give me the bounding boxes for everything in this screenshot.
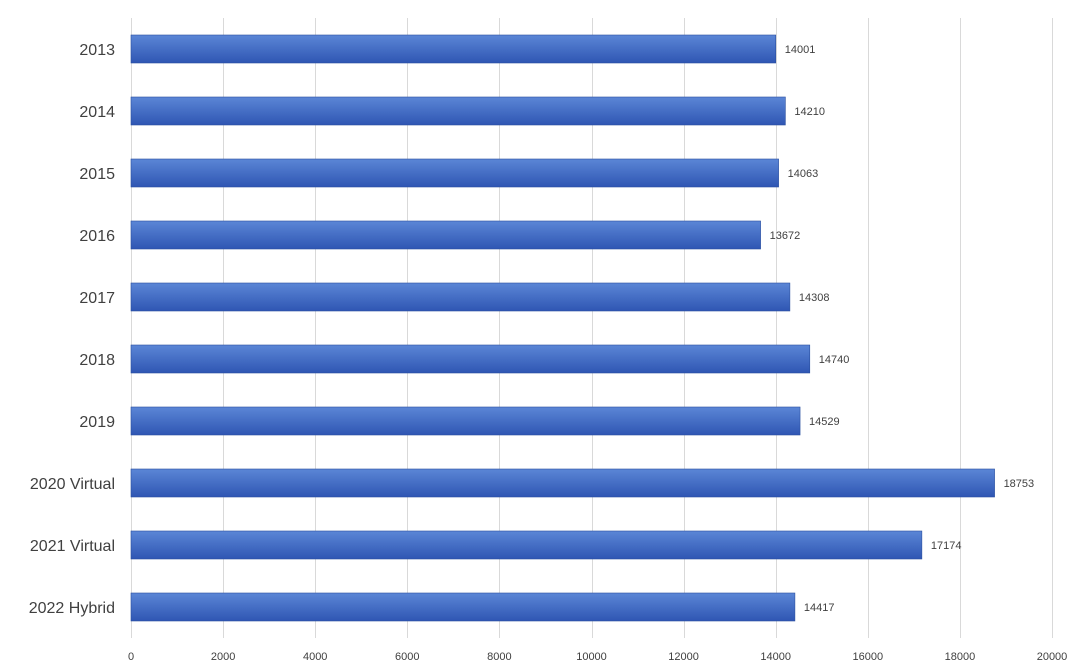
x-tick-label: 20000 bbox=[1037, 651, 1068, 663]
data-label: 14001 bbox=[785, 44, 816, 56]
category-label: 2014 bbox=[79, 104, 115, 121]
bar bbox=[130, 282, 791, 312]
data-label: 14308 bbox=[799, 292, 830, 304]
category-label: 2017 bbox=[79, 290, 115, 307]
x-tick-label: 2000 bbox=[211, 651, 235, 663]
data-label: 14210 bbox=[794, 106, 825, 118]
category-label: 2021 Virtual bbox=[30, 538, 115, 555]
x-tick-label: 8000 bbox=[487, 651, 511, 663]
bar bbox=[130, 406, 801, 436]
category-labels: 2013 2014 2015 2016 2017 2018 2019 2020 Virtual… bbox=[29, 42, 115, 617]
bar bbox=[130, 158, 779, 188]
category-label: 2018 bbox=[79, 352, 115, 369]
x-tick-label: 10000 bbox=[576, 651, 607, 663]
x-tick-label: 14000 bbox=[760, 651, 791, 663]
category-label: 2016 bbox=[79, 228, 115, 245]
category-label: 2020 Virtual bbox=[30, 476, 115, 493]
category-label: 2015 bbox=[79, 166, 115, 183]
data-labels: 14001 14210 14063 13672 14308 14740 14529 18753… bbox=[770, 44, 1035, 614]
data-label: 14063 bbox=[788, 168, 819, 180]
x-tick-label: 6000 bbox=[395, 651, 419, 663]
x-tick-label: 4000 bbox=[303, 651, 327, 663]
bar bbox=[130, 592, 796, 622]
bar bbox=[130, 344, 811, 374]
category-label: 2013 bbox=[79, 42, 115, 59]
x-tick-label: 18000 bbox=[945, 651, 976, 663]
x-axis-tick-labels: 0 2000 4000 6000 8000 10000 12000 14000 16000 180… bbox=[128, 651, 1067, 663]
data-label: 14417 bbox=[804, 602, 835, 614]
category-label: 2022 Hybrid bbox=[29, 600, 115, 617]
data-label: 14740 bbox=[819, 354, 850, 366]
data-label: 18753 bbox=[1004, 478, 1035, 490]
data-label: 14529 bbox=[809, 416, 840, 428]
bars bbox=[130, 34, 995, 622]
x-tick-label: 0 bbox=[128, 651, 134, 663]
data-label: 13672 bbox=[770, 230, 801, 242]
bar bbox=[130, 530, 923, 560]
bar bbox=[130, 96, 786, 126]
x-tick-label: 12000 bbox=[668, 651, 699, 663]
data-label: 17174 bbox=[931, 540, 962, 552]
bar bbox=[130, 468, 995, 498]
x-tick-label: 16000 bbox=[853, 651, 884, 663]
category-label: 2019 bbox=[79, 414, 115, 431]
bar bbox=[130, 34, 777, 64]
bar bbox=[130, 220, 761, 250]
